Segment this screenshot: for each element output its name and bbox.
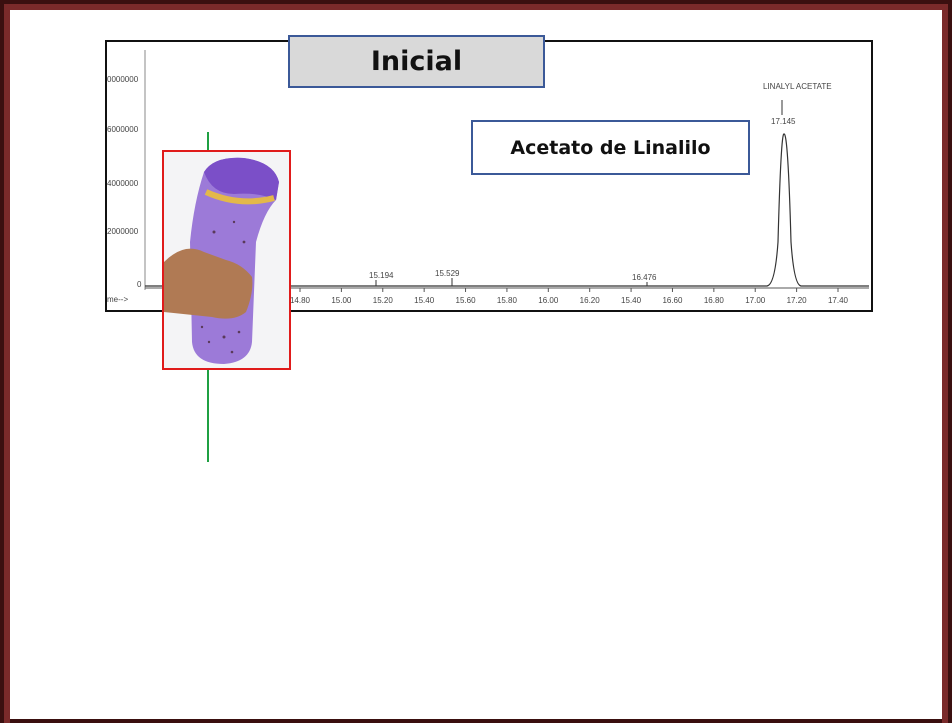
- x-tick-label: 16.80: [704, 296, 725, 305]
- compound-label: LINALYL ACETATE: [763, 82, 832, 91]
- x-tick-label: 14.80: [290, 296, 311, 305]
- x-tick-label: 16.60: [662, 296, 683, 305]
- x-axis-title: me-->: [107, 295, 128, 304]
- label: Acetato de Linalilo: [471, 120, 750, 175]
- y-axis-label: 4000000: [107, 179, 139, 188]
- y-axis-label: 2000000: [107, 227, 139, 236]
- x-tick-label: 17.20: [787, 296, 808, 305]
- peak-label: 15.529: [435, 269, 460, 278]
- y-axis-label: 0: [137, 280, 142, 289]
- x-tick-label: 15.00: [331, 296, 352, 305]
- peak-label: 17.145: [771, 117, 796, 126]
- chromatogram-plot: 0000000 6000000 4000000 2000000 0 me--> …: [107, 50, 869, 305]
- x-tick-label: 15.40: [414, 296, 435, 305]
- x-ticks: 14.80 15.00 15.20 15.40 15.60 15.80 16.00 16.20…: [290, 288, 849, 305]
- product-image: [162, 150, 291, 370]
- x-tick-label: 16.00: [538, 296, 559, 305]
- x-tick-label: 15.20: [373, 296, 394, 305]
- x-tick-label: 17.00: [745, 296, 766, 305]
- x-tick-label: 15.60: [456, 296, 477, 305]
- title: Inicial: [288, 35, 545, 88]
- y-axis-label: 0000000: [107, 75, 139, 84]
- y-axis-label: 6000000: [107, 125, 139, 134]
- x-tick-label: 15.40: [621, 296, 642, 305]
- x-tick-label: 16.20: [580, 296, 601, 305]
- slide-border-inner: [4, 4, 948, 723]
- peak-label: 16.476: [632, 273, 657, 282]
- x-tick-label: 17.40: [828, 296, 849, 305]
- x-tick-label: 15.80: [497, 296, 518, 305]
- peak-label: 15.194: [369, 271, 394, 280]
- bottle-illustration: [164, 152, 289, 368]
